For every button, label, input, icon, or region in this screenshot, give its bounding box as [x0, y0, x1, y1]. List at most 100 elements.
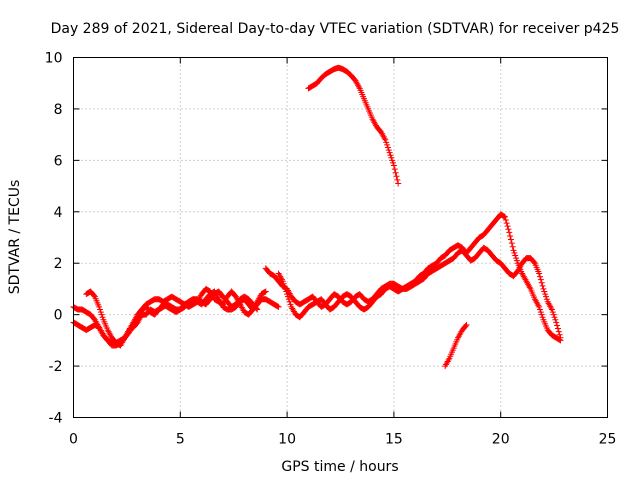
data-point [542, 291, 549, 298]
data-point [389, 157, 396, 164]
data-point [96, 306, 103, 313]
data-point [96, 303, 103, 310]
data-point [540, 285, 547, 292]
data-point [98, 311, 105, 318]
data-point [383, 139, 390, 146]
data-point [284, 291, 291, 298]
x-tick-label: 0 [69, 432, 78, 448]
data-point [550, 311, 557, 318]
data-point [274, 303, 281, 310]
data-point [511, 249, 518, 256]
plot-frame [73, 57, 608, 418]
data-point [275, 303, 282, 310]
data-point [504, 223, 511, 230]
data-points [70, 64, 564, 370]
data-point [537, 276, 544, 283]
data-point [462, 322, 469, 329]
data-point [509, 243, 516, 250]
data-point [382, 136, 389, 143]
data-point [539, 314, 546, 321]
data-point [505, 226, 512, 233]
data-point [556, 331, 563, 338]
data-point [97, 309, 104, 316]
grid [73, 57, 608, 418]
data-point [557, 337, 564, 344]
x-tick-label: 15 [385, 432, 403, 448]
data-point [501, 213, 508, 220]
data-point [508, 240, 515, 247]
chart-title: Day 289 of 2021, Sidereal Day-to-day VTE… [51, 21, 620, 37]
y-tick-label: 4 [54, 205, 63, 221]
data-point [536, 270, 543, 277]
data-point [555, 328, 562, 335]
data-point [552, 316, 559, 323]
data-point [554, 322, 561, 329]
data-point [554, 325, 561, 332]
data-point [542, 293, 549, 300]
data-point [393, 173, 400, 180]
data-point [503, 220, 510, 227]
data-point [284, 293, 291, 300]
data-point [537, 309, 544, 316]
data-point [541, 288, 548, 295]
series-arc-3 [83, 288, 261, 349]
y-axis: -4 -2 0 2 4 6 8 10 [45, 51, 608, 427]
data-point [537, 306, 544, 313]
data-point [513, 257, 520, 264]
data-point [385, 147, 392, 154]
data-point [510, 247, 517, 254]
data-point [99, 314, 106, 321]
data-point [394, 176, 401, 183]
data-point [391, 166, 398, 173]
data-point [91, 292, 98, 299]
y-axis-label: SDTVAR / TECUs [7, 180, 23, 295]
data-point [553, 319, 560, 326]
series-arc-5 [275, 211, 564, 344]
data-point [536, 303, 543, 310]
data-point [280, 280, 287, 287]
data-point [507, 236, 514, 243]
data-point [395, 180, 402, 187]
series-arc-4 [262, 244, 564, 341]
y-tick-label: -4 [49, 411, 63, 427]
data-point [502, 217, 509, 224]
data-point [513, 255, 520, 262]
data-point [386, 149, 393, 156]
data-point [283, 288, 290, 295]
data-point [261, 289, 268, 296]
y-tick-label: 8 [54, 102, 63, 118]
data-point [501, 213, 508, 220]
data-point [390, 159, 397, 166]
data-point [531, 259, 538, 266]
series-arc-6 [305, 64, 402, 187]
data-point [262, 288, 269, 295]
series-arc-7 [442, 321, 470, 370]
data-point [282, 285, 289, 292]
data-point [512, 252, 519, 259]
y-tick-label: 6 [54, 153, 63, 169]
data-point [538, 311, 545, 318]
data-point [392, 169, 399, 176]
data-point [279, 278, 286, 285]
data-point [281, 283, 288, 290]
data-point [551, 314, 558, 321]
y-tick-label: 0 [54, 308, 63, 324]
data-point [384, 141, 391, 148]
y-tick-label: 2 [54, 256, 63, 272]
data-point [463, 321, 470, 328]
data-point [539, 282, 546, 289]
data-point [253, 305, 260, 312]
x-tick-label: 10 [278, 432, 296, 448]
data-point [286, 298, 293, 305]
data-point [384, 144, 391, 151]
y-tick-label: -2 [49, 359, 63, 375]
data-point [549, 309, 556, 316]
data-point [543, 296, 550, 303]
data-point [556, 336, 563, 343]
x-tick-label: 5 [176, 432, 185, 448]
data-point [507, 232, 514, 239]
x-tick-label: 25 [599, 432, 617, 448]
y-tick-label: 10 [45, 51, 63, 67]
data-point [390, 162, 397, 169]
